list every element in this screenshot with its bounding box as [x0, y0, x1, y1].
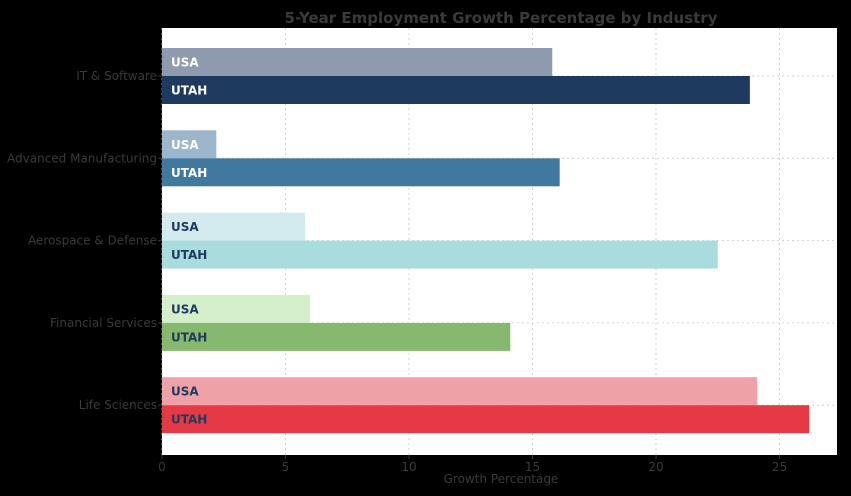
- bar-utah: [162, 240, 718, 269]
- chart-title: 5-Year Employment Growth Percentage by I…: [285, 9, 718, 27]
- category-labels: IT & Software Advanced Manufacturing Aeros…: [7, 69, 157, 412]
- bar-series-label: USA: [171, 220, 199, 234]
- bar-series-label: UTAH: [171, 166, 207, 180]
- bar-usa: [162, 294, 311, 323]
- bar-series-label: USA: [171, 138, 199, 152]
- bar-series-label: UTAH: [171, 330, 207, 344]
- x-tick-label: 10: [401, 460, 416, 474]
- category-label: IT & Software: [76, 69, 157, 83]
- category-label: Financial Services: [50, 316, 157, 330]
- bar-utah: [162, 158, 560, 187]
- x-tick-label: 15: [525, 460, 540, 474]
- x-tick-label: 20: [648, 460, 663, 474]
- x-tick-label: 25: [772, 460, 787, 474]
- bar-series-label: UTAH: [171, 413, 207, 427]
- bar-usa: [162, 48, 553, 76]
- x-ticks: 0 5 10 15 20 25: [158, 75, 787, 474]
- bar-utah: [162, 405, 810, 434]
- bar-series-label: UTAH: [171, 84, 207, 98]
- bar-series-label: USA: [171, 385, 199, 399]
- bar-usa: [162, 130, 217, 159]
- bar-series-label: USA: [171, 56, 199, 70]
- x-axis-label: Growth Percentage: [444, 472, 559, 486]
- bar-utah: [162, 322, 511, 351]
- x-tick-label: 0: [158, 460, 166, 474]
- bar-usa: [162, 377, 758, 406]
- category-label: Life Sciences: [79, 398, 157, 412]
- bar-usa: [162, 212, 306, 241]
- category-label: Aerospace & Defense: [28, 234, 157, 248]
- category-label: Advanced Manufacturing: [7, 151, 157, 165]
- x-tick-label: 5: [282, 460, 290, 474]
- bar-series-label: UTAH: [171, 248, 207, 262]
- bars-group: USA UTAH USA UTAH USA UTAH USA UTAH USA UTAH: [162, 48, 810, 434]
- bar-series-label: USA: [171, 302, 199, 316]
- bar-utah: [162, 76, 750, 104]
